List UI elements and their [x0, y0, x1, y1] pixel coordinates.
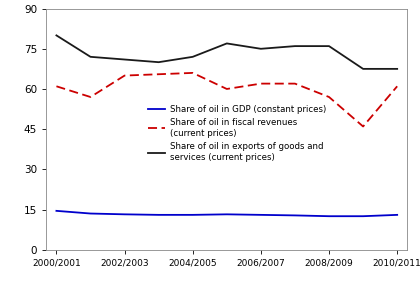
Legend: Share of oil in GDP (constant prices), Share of oil in fiscal revenues
(current : Share of oil in GDP (constant prices), S…: [148, 104, 326, 162]
